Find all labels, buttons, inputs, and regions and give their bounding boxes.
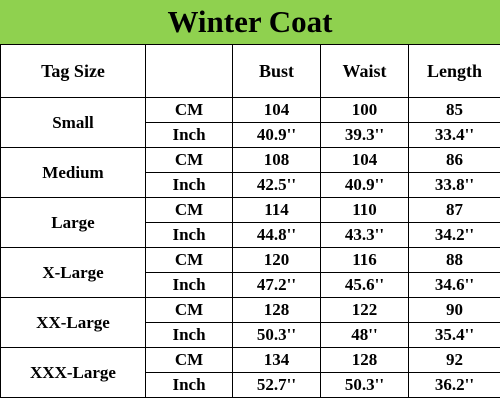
column-header: Tag Size: [0, 44, 146, 98]
measurement: 128: [232, 297, 321, 323]
measurement: 116: [320, 247, 409, 273]
measurement: 122: [320, 297, 409, 323]
table-row: Inch 47.2'' 45.6'' 34.6'': [1, 272, 500, 298]
measurement: 104: [232, 97, 321, 123]
measurement: 52.7'': [232, 372, 321, 398]
unit-header: [145, 44, 233, 98]
unit: CM: [145, 97, 233, 123]
measurement: 47.2'': [232, 272, 321, 298]
column-header: Bust: [232, 44, 321, 98]
measurement: 40.9'': [232, 122, 321, 148]
size-table: Tag Size Bust Waist Length Small CM 104 100 85 In…: [0, 44, 500, 398]
measurement: 104: [320, 147, 409, 173]
column-header: Waist: [320, 44, 409, 98]
size-label: X-Large: [0, 247, 146, 298]
table-row: XX-Large CM 128 122 90: [0, 297, 500, 348]
measurement: 34.6'': [408, 272, 500, 298]
measurement: 42.5'': [232, 172, 321, 198]
unit: CM: [145, 347, 233, 373]
unit: CM: [145, 247, 233, 273]
table-row: Tag Size Bust Waist Length: [0, 44, 500, 98]
table-row: Medium CM 108 104 86: [0, 147, 500, 198]
measurement: 90: [408, 297, 500, 323]
unit: Inch: [145, 372, 233, 398]
unit: CM: [145, 297, 233, 323]
size-label: Small: [0, 97, 146, 148]
unit: CM: [145, 147, 233, 173]
unit: Inch: [145, 322, 233, 348]
measurement: 48'': [320, 322, 409, 348]
measurement: 35.4'': [408, 322, 500, 348]
measurement: 36.2'': [408, 372, 500, 398]
unit: Inch: [145, 222, 233, 248]
size-label: Medium: [0, 147, 146, 198]
measurement: 44.8'': [232, 222, 321, 248]
measurement: 40.9'': [320, 172, 409, 198]
title: Winter Coat: [0, 0, 500, 44]
measurement: 110: [320, 197, 409, 223]
table-row: Large CM 114 110 87: [0, 197, 500, 248]
table-row: X-Large CM 120 116 88: [0, 247, 500, 298]
unit: Inch: [145, 172, 233, 198]
column-header: Length: [408, 44, 500, 98]
measurement: 33.4'': [408, 122, 500, 148]
measurement: 92: [408, 347, 500, 373]
size-label: XXX-Large: [0, 347, 146, 398]
measurement: 39.3'': [320, 122, 409, 148]
measurement: 128: [320, 347, 409, 373]
table-row: XXX-Large CM 134 128 92: [0, 347, 500, 398]
unit: CM: [145, 197, 233, 223]
measurement: 43.3'': [320, 222, 409, 248]
measurement: 87: [408, 197, 500, 223]
table-row: Inch 52.7'' 50.3'' 36.2'': [1, 372, 500, 398]
size-label: XX-Large: [0, 297, 146, 348]
measurement: 85: [408, 97, 500, 123]
size-label: Large: [0, 197, 146, 248]
unit: Inch: [145, 122, 233, 148]
table-row: Inch 44.8'' 43.3'' 34.2'': [1, 222, 500, 248]
table-row: Inch 50.3'' 48'' 35.4'': [1, 322, 500, 348]
table-row: Small CM 104 100 85: [0, 97, 500, 148]
measurement: 50.3'': [232, 322, 321, 348]
measurement: 100: [320, 97, 409, 123]
measurement: 50.3'': [320, 372, 409, 398]
measurement: 88: [408, 247, 500, 273]
measurement: 108: [232, 147, 321, 173]
measurement: 134: [232, 347, 321, 373]
table-row: Inch 40.9'' 39.3'' 33.4'': [1, 122, 500, 148]
unit: Inch: [145, 272, 233, 298]
measurement: 86: [408, 147, 500, 173]
table-row: Inch 42.5'' 40.9'' 33.8'': [1, 172, 500, 198]
measurement: 114: [232, 197, 321, 223]
measurement: 33.8'': [408, 172, 500, 198]
measurement: 34.2'': [408, 222, 500, 248]
measurement: 45.6'': [320, 272, 409, 298]
measurement: 120: [232, 247, 321, 273]
